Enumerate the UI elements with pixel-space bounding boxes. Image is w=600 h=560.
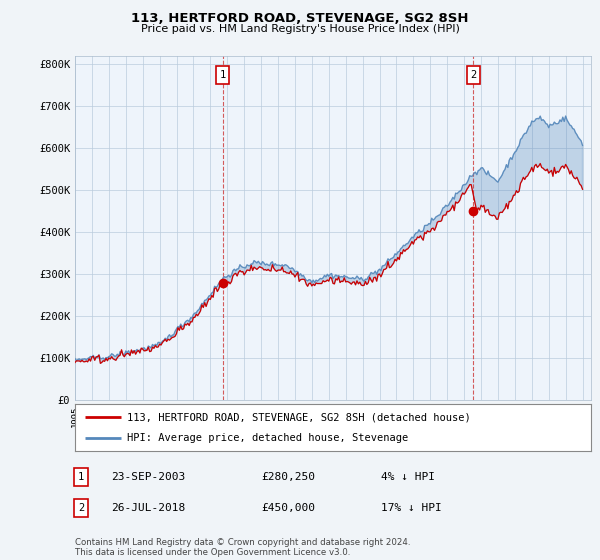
Text: 2: 2 xyxy=(78,503,84,513)
Text: 4% ↓ HPI: 4% ↓ HPI xyxy=(381,472,435,482)
Text: Price paid vs. HM Land Registry's House Price Index (HPI): Price paid vs. HM Land Registry's House … xyxy=(140,24,460,34)
Text: 113, HERTFORD ROAD, STEVENAGE, SG2 8SH: 113, HERTFORD ROAD, STEVENAGE, SG2 8SH xyxy=(131,12,469,25)
Text: 17% ↓ HPI: 17% ↓ HPI xyxy=(381,503,442,513)
Text: Contains HM Land Registry data © Crown copyright and database right 2024.
This d: Contains HM Land Registry data © Crown c… xyxy=(75,538,410,557)
Text: £450,000: £450,000 xyxy=(261,503,315,513)
Text: HPI: Average price, detached house, Stevenage: HPI: Average price, detached house, Stev… xyxy=(127,433,408,444)
Text: 1: 1 xyxy=(78,472,84,482)
Text: 113, HERTFORD ROAD, STEVENAGE, SG2 8SH (detached house): 113, HERTFORD ROAD, STEVENAGE, SG2 8SH (… xyxy=(127,412,470,422)
Text: 23-SEP-2003: 23-SEP-2003 xyxy=(111,472,185,482)
Text: 2: 2 xyxy=(470,70,476,80)
Text: 26-JUL-2018: 26-JUL-2018 xyxy=(111,503,185,513)
Text: 1: 1 xyxy=(220,70,226,80)
Text: £280,250: £280,250 xyxy=(261,472,315,482)
